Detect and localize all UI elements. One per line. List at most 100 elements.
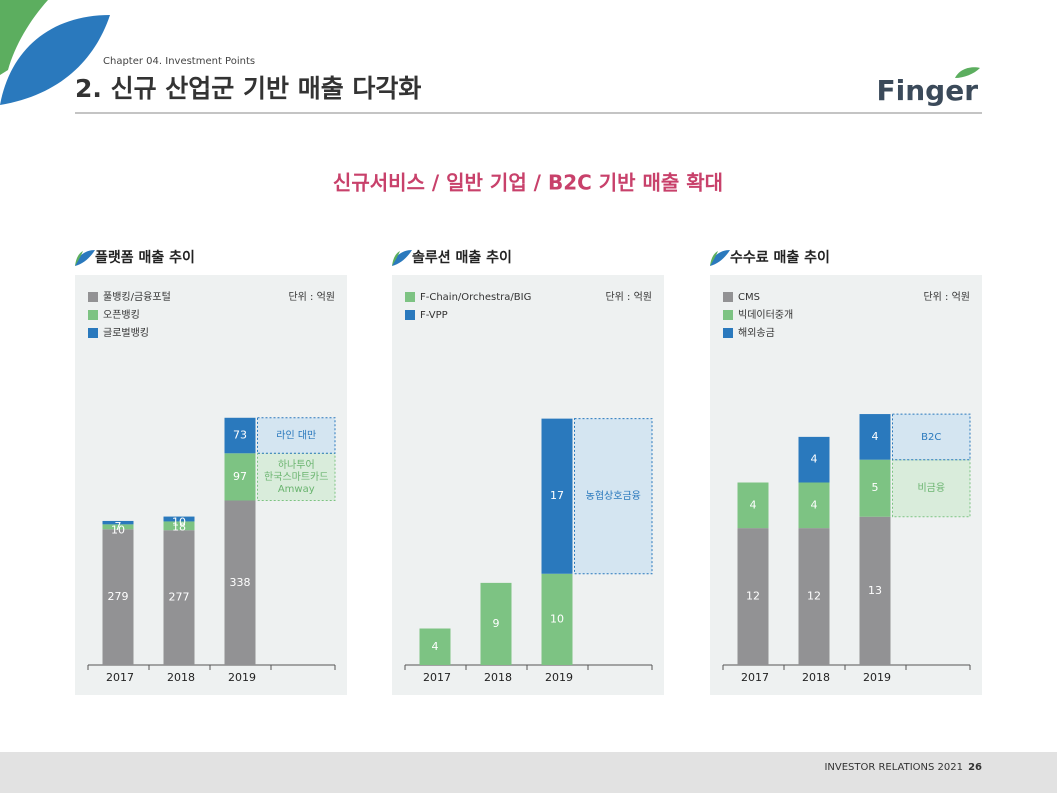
x-tick-label: 2018 <box>484 671 512 684</box>
value-label: 73 <box>233 429 247 442</box>
legend-label: 풀뱅킹/금융포털 <box>103 291 171 303</box>
title-leaf <box>710 250 730 266</box>
bar-segment <box>224 500 256 665</box>
value-label: 10 <box>111 523 125 536</box>
logo: Finger <box>877 74 979 107</box>
bar-segment <box>798 436 830 483</box>
annotation-text: 한국스마트카드 <box>264 471 328 483</box>
annotation-text: 라인 대만 <box>276 430 316 442</box>
bar-segment <box>163 521 195 531</box>
annotation-text: Amway <box>278 484 315 495</box>
annotation-box <box>257 417 336 454</box>
x-tick-label: 2019 <box>545 671 573 684</box>
annotation-text: B2C <box>921 432 941 443</box>
value-label: 17 <box>550 489 564 502</box>
bar-segment <box>859 459 891 517</box>
chart-title: 수수료 매출 추이 <box>730 249 830 266</box>
value-label: 277 <box>169 591 190 604</box>
bar-segment <box>224 417 256 454</box>
legend-label: CMS <box>738 292 760 303</box>
bar-segment <box>737 482 769 529</box>
value-label: 9 <box>493 617 500 630</box>
value-label: 4 <box>811 453 818 466</box>
value-label: 4 <box>872 430 879 443</box>
x-tick-label: 2017 <box>106 671 134 684</box>
value-label: 18 <box>172 520 186 533</box>
bar-segment <box>798 528 830 665</box>
legend-label: 글로벌뱅킹 <box>103 327 149 339</box>
value-label: 7 <box>115 520 122 533</box>
page-title: 2. 신규 산업군 기반 매출 다각화 <box>75 74 421 103</box>
value-label: 279 <box>108 590 129 603</box>
value-label: 13 <box>868 584 882 597</box>
legend-swatch <box>405 310 415 320</box>
legend-label: F-Chain/Orchestra/BIG <box>420 292 531 303</box>
value-label: 12 <box>746 590 760 603</box>
bar-segment <box>541 573 573 665</box>
value-label: 97 <box>233 470 247 483</box>
chart-title: 플랫폼 매출 추이 <box>95 249 195 266</box>
legend-swatch <box>723 310 733 320</box>
unit-label: 단위 : 억원 <box>923 290 970 303</box>
logo-leaf <box>955 67 980 78</box>
bar-segment <box>737 528 769 665</box>
bar-segment <box>102 529 134 665</box>
x-tick-label: 2018 <box>802 671 830 684</box>
legend-label: 해외송금 <box>738 326 775 339</box>
legend-swatch <box>723 292 733 302</box>
value-label: 10 <box>550 612 564 625</box>
annotation-box <box>257 452 336 502</box>
legend-swatch <box>405 292 415 302</box>
page-number: 26 <box>968 762 982 773</box>
title-leaf-green <box>710 251 718 266</box>
footer-band <box>0 752 1057 793</box>
subtitle: 신규서비스 / 일반 기업 / B2C 기반 매출 확대 <box>333 171 723 195</box>
chapter: Chapter 04. Investment Points <box>103 56 255 67</box>
value-label: 5 <box>872 481 879 494</box>
footer-text: INVESTOR RELATIONS 2021 <box>824 762 963 773</box>
legend-label: 빅데이터중개 <box>738 309 793 321</box>
x-tick-label: 2017 <box>741 671 769 684</box>
value-label: 4 <box>811 498 818 511</box>
title-leaf <box>75 250 95 266</box>
legend-swatch <box>88 328 98 338</box>
annotation-box <box>892 459 971 518</box>
bar-segment <box>102 524 134 530</box>
chart-title: 솔루션 매출 추이 <box>412 249 512 266</box>
bar-segment <box>163 530 195 665</box>
x-tick-label: 2019 <box>228 671 256 684</box>
value-label: 12 <box>807 590 821 603</box>
bar-segment <box>480 582 512 665</box>
bar-segment <box>102 520 134 525</box>
legend-swatch <box>88 292 98 302</box>
legend-swatch <box>88 310 98 320</box>
legend-label: F-VPP <box>420 310 448 321</box>
annotation-text: 하나투어 <box>278 458 315 471</box>
annotation-text: 농협상호금융 <box>586 489 641 502</box>
value-label: 338 <box>230 576 251 589</box>
bar-segment <box>798 482 830 529</box>
unit-label: 단위 : 억원 <box>288 290 335 303</box>
bar-segment <box>419 628 451 665</box>
annotation-box <box>892 413 971 461</box>
value-label: 4 <box>432 640 439 653</box>
bar-segment <box>859 516 891 665</box>
annotation-text: 비금융 <box>917 482 945 494</box>
value-label: 4 <box>750 498 757 511</box>
value-label: 10 <box>172 516 186 529</box>
legend-swatch <box>723 328 733 338</box>
leaf-green <box>0 0 48 75</box>
bar-segment <box>541 418 573 574</box>
unit-label: 단위 : 억원 <box>605 290 652 303</box>
bar-segment <box>859 414 891 460</box>
annotation-box <box>574 418 653 575</box>
x-tick-label: 2018 <box>167 671 195 684</box>
bar-segment <box>163 516 195 522</box>
leaf-blue <box>0 15 110 105</box>
bar-segment <box>224 453 256 501</box>
x-tick-label: 2017 <box>423 671 451 684</box>
title-leaf <box>392 250 412 266</box>
title-leaf-green <box>392 251 400 266</box>
legend-label: 오픈뱅킹 <box>103 309 140 321</box>
